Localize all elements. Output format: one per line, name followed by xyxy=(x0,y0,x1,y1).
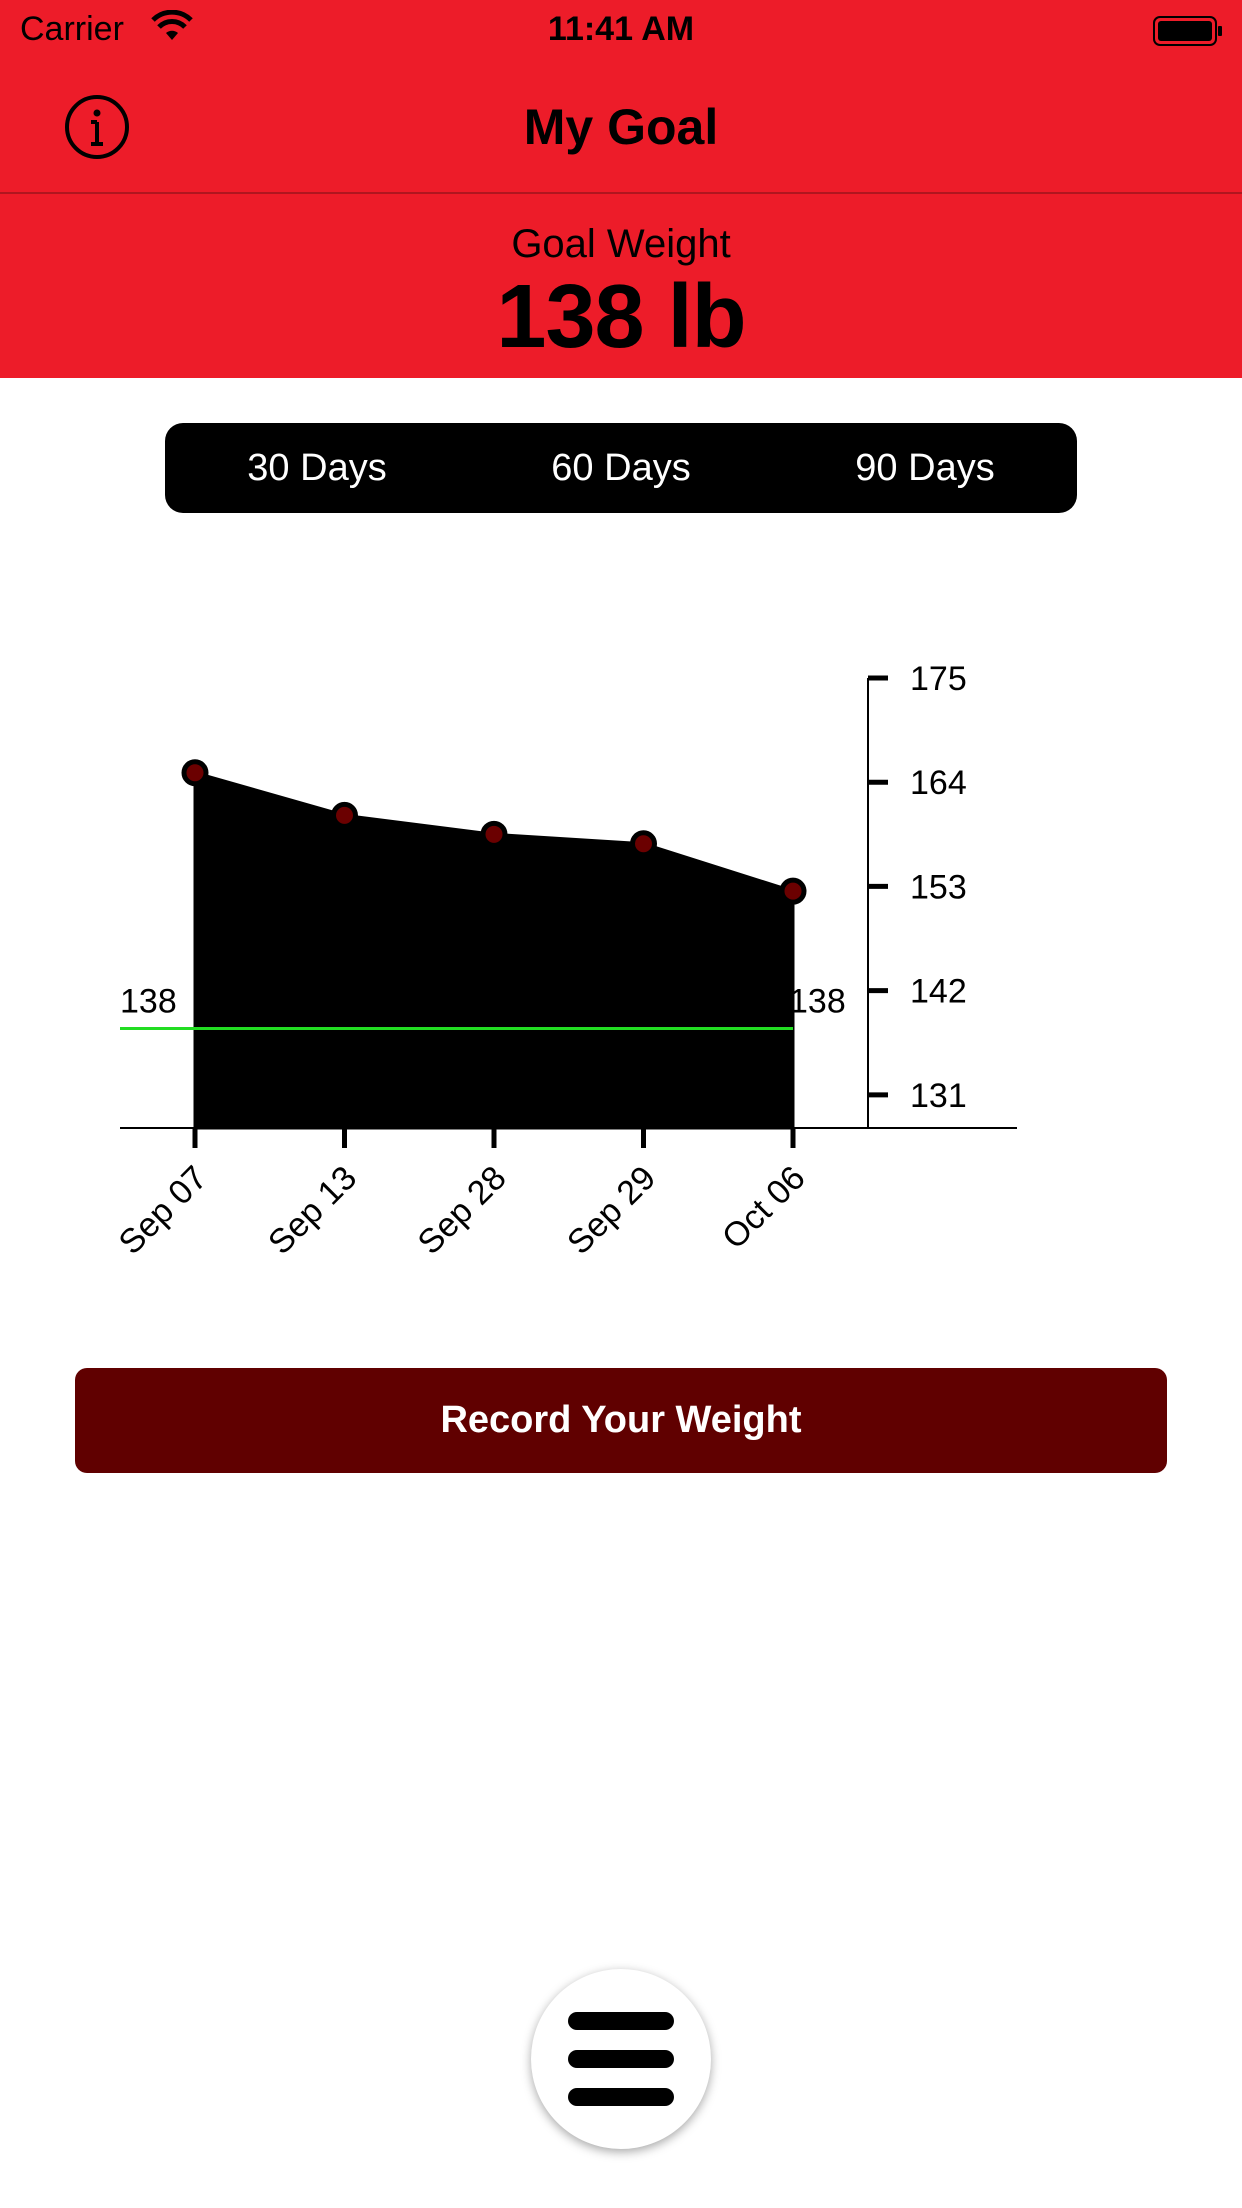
tab-30-days[interactable]: 30 Days xyxy=(247,446,387,489)
x-tick-label: Sep 07 xyxy=(112,1159,215,1262)
data-point xyxy=(480,820,508,848)
y-tick-label: 131 xyxy=(910,1077,967,1115)
status-time: 11:41 AM xyxy=(547,10,695,48)
y-tick-label: 164 xyxy=(910,764,967,802)
tab-90-days[interactable]: 90 Days xyxy=(855,446,995,489)
goal-weight-header: Goal Weight 138 lb xyxy=(0,194,1242,378)
goal-line-label-right: 138 xyxy=(789,983,846,1021)
x-tick-label: Sep 29 xyxy=(560,1159,663,1262)
tab-60-days[interactable]: 60 Days xyxy=(551,446,691,489)
wifi-icon xyxy=(150,9,194,49)
battery-icon xyxy=(1152,14,1224,53)
data-point xyxy=(630,830,657,858)
data-point xyxy=(779,877,807,905)
data-point xyxy=(181,759,209,787)
goal-weight-value: 138 lb xyxy=(496,267,746,367)
y-tick-label: 142 xyxy=(910,973,967,1011)
x-tick-label: Sep 28 xyxy=(411,1159,514,1262)
data-point xyxy=(331,801,358,829)
x-tick-label: Sep 13 xyxy=(261,1159,364,1262)
info-button[interactable] xyxy=(62,92,132,162)
carrier-label: Carrier xyxy=(20,10,124,48)
range-segmented-control: 30 Days 60 Days 90 Days xyxy=(165,423,1077,513)
record-weight-button[interactable]: Record Your Weight xyxy=(75,1368,1167,1473)
menu-button[interactable] xyxy=(531,1969,711,2149)
hamburger-menu-icon xyxy=(568,2012,674,2106)
weight-chart: 175 164 153 142 131 138 138 Sep 07 Sep 13 Sep 28 S… xyxy=(112,660,1017,1262)
page-title: My Goal xyxy=(523,99,719,155)
info-icon xyxy=(65,95,129,159)
status-bar: Carrier 11:41 AM xyxy=(0,0,1242,62)
x-tick-label: Oct 06 xyxy=(715,1159,813,1257)
goal-weight-label: Goal Weight xyxy=(511,222,731,266)
navigation-bar: My Goal xyxy=(0,62,1242,194)
goal-line-label-left: 138 xyxy=(120,983,177,1021)
y-tick-label: 175 xyxy=(910,660,967,698)
y-tick-label: 153 xyxy=(910,868,967,906)
weight-area xyxy=(193,770,795,1130)
